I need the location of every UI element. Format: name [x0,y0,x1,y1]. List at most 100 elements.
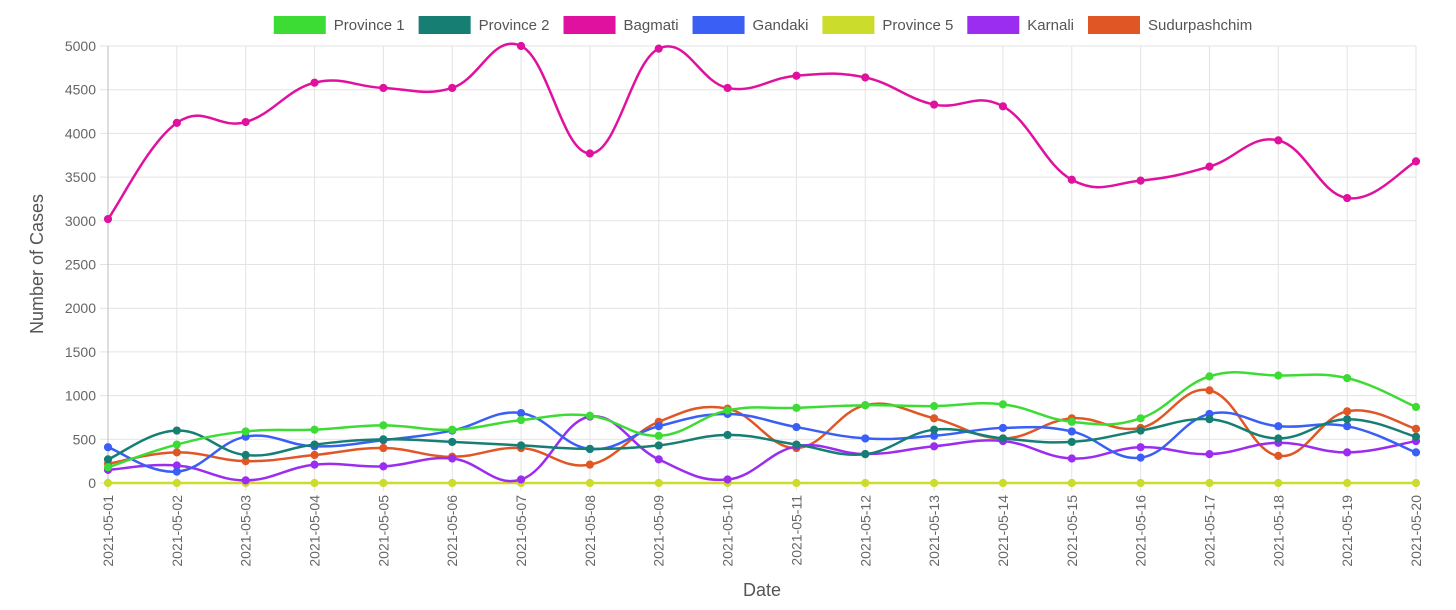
data-point-province-2[interactable] [1411,432,1421,441]
data-point-province-1[interactable] [103,463,113,472]
data-point-sudurpashchim[interactable] [1411,424,1421,433]
data-point-province-1[interactable] [310,425,319,434]
legend-item-gandaki[interactable]: Gandaki [692,16,809,34]
data-point-province-1[interactable] [516,415,526,425]
data-point-province-1[interactable] [1067,417,1076,426]
data-point-sudurpashchim[interactable] [930,414,939,423]
data-point-province-1[interactable] [998,400,1008,409]
data-point-gandaki[interactable] [1136,453,1145,462]
data-point-karnali[interactable] [516,475,526,484]
data-point-bagmati[interactable] [861,73,870,82]
data-point-province-1[interactable] [723,406,732,415]
data-point-province-5[interactable] [103,478,113,488]
data-point-province-2[interactable] [792,440,801,449]
data-point-province-1[interactable] [654,431,663,440]
data-point-karnali[interactable] [310,460,319,469]
data-point-province-1[interactable] [448,425,457,434]
data-point-karnali[interactable] [723,475,732,484]
data-point-bagmati[interactable] [930,100,939,109]
legend-item-karnali[interactable]: Karnali [967,16,1074,34]
data-point-gandaki[interactable] [1411,448,1421,457]
data-point-bagmati[interactable] [998,102,1008,111]
data-point-bagmati[interactable] [448,83,457,93]
data-point-bagmati[interactable] [516,41,526,51]
data-point-province-2[interactable] [861,450,870,459]
data-point-province-1[interactable] [1411,402,1421,412]
data-point-province-5[interactable] [310,478,319,488]
data-point-province-1[interactable] [1136,414,1145,423]
data-point-sudurpashchim[interactable] [1274,451,1283,461]
data-point-karnali[interactable] [379,462,388,471]
data-point-karnali[interactable] [930,442,939,451]
data-point-province-5[interactable] [654,478,663,488]
data-point-province-2[interactable] [1274,434,1283,443]
data-point-province-1[interactable] [930,401,939,411]
data-point-karnali[interactable] [1067,454,1076,463]
data-point-sudurpashchim[interactable] [585,460,594,469]
data-point-province-2[interactable] [516,441,526,450]
data-point-bagmati[interactable] [654,44,663,53]
data-point-gandaki[interactable] [1067,427,1076,436]
legend-item-bagmati[interactable]: Bagmati [563,16,679,34]
data-point-sudurpashchim[interactable] [310,450,319,460]
data-point-gandaki[interactable] [792,422,801,432]
data-point-province-1[interactable] [1205,372,1214,381]
data-point-gandaki[interactable] [1274,422,1283,431]
data-point-bagmati[interactable] [1343,193,1352,203]
legend-item-sudurpashchim[interactable]: Sudurpashchim [1088,16,1252,34]
data-point-bagmati[interactable] [1136,176,1145,185]
data-point-province-1[interactable] [172,440,181,449]
data-point-province-5[interactable] [1205,478,1214,488]
data-point-karnali[interactable] [1343,448,1352,457]
legend-item-province-1[interactable]: Province 1 [273,16,405,34]
data-point-province-5[interactable] [861,478,870,488]
data-point-province-2[interactable] [241,450,250,460]
data-point-province-5[interactable] [1411,478,1421,488]
data-point-bagmati[interactable] [1205,162,1214,171]
data-point-province-5[interactable] [172,478,181,488]
data-point-province-2[interactable] [1343,415,1352,424]
data-point-gandaki[interactable] [654,422,663,431]
data-point-bagmati[interactable] [1274,136,1283,145]
data-point-province-1[interactable] [585,411,594,420]
data-point-province-2[interactable] [310,440,319,449]
data-point-bagmati[interactable] [1411,157,1421,166]
data-point-province-5[interactable] [585,478,594,488]
data-point-province-2[interactable] [448,437,457,447]
data-point-province-1[interactable] [1343,374,1352,383]
legend-item-province-5[interactable]: Province 5 [822,16,953,34]
data-point-gandaki[interactable] [516,408,526,418]
data-point-bagmati[interactable] [723,83,732,93]
data-point-province-2[interactable] [103,455,113,464]
data-point-province-2[interactable] [585,444,594,454]
data-point-province-5[interactable] [1067,478,1076,488]
data-point-province-2[interactable] [930,425,939,434]
data-point-province-5[interactable] [379,478,388,488]
data-point-province-5[interactable] [792,478,801,488]
data-point-karnali[interactable] [241,476,250,485]
data-point-province-1[interactable] [792,403,801,412]
data-point-sudurpashchim[interactable] [379,443,388,453]
data-point-province-1[interactable] [1274,371,1283,380]
data-point-province-5[interactable] [930,478,939,488]
data-point-province-2[interactable] [1205,415,1214,424]
data-point-bagmati[interactable] [792,71,801,80]
data-point-province-2[interactable] [172,426,181,435]
data-point-gandaki[interactable] [861,434,870,443]
data-point-province-2[interactable] [998,434,1008,443]
data-point-bagmati[interactable] [379,83,388,93]
data-point-bagmati[interactable] [241,117,250,127]
data-point-sudurpashchim[interactable] [172,448,181,457]
data-point-bagmati[interactable] [1067,175,1076,184]
data-point-province-2[interactable] [1136,426,1145,435]
data-point-province-1[interactable] [861,401,870,410]
data-point-province-5[interactable] [998,478,1008,488]
data-point-karnali[interactable] [1205,450,1214,459]
data-point-bagmati[interactable] [103,214,113,224]
data-point-gandaki[interactable] [998,423,1008,433]
data-point-province-5[interactable] [1274,478,1283,488]
data-point-gandaki[interactable] [1343,422,1352,431]
legend-item-province-2[interactable]: Province 2 [418,16,550,34]
data-point-province-1[interactable] [379,421,388,430]
data-point-province-1[interactable] [241,427,250,436]
